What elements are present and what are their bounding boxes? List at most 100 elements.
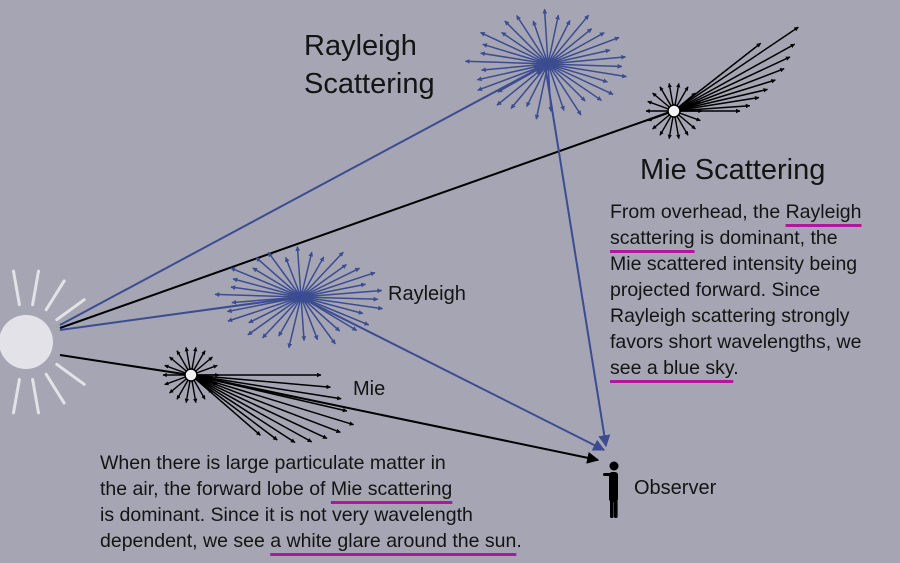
rayleigh-ray xyxy=(300,267,361,298)
rayleigh-ray xyxy=(255,256,302,298)
rayleigh-ray xyxy=(547,63,554,112)
mie-low-to-observer xyxy=(189,374,600,464)
rayleigh-ray xyxy=(547,28,593,65)
rayleigh-ray xyxy=(547,63,627,79)
blue-sky-underlined: see a blue sky xyxy=(610,357,734,379)
mie-scatter-pattern-overhead xyxy=(645,26,799,139)
rayleigh-ray xyxy=(496,63,549,106)
white-glare-underlined: a white glare around the sun xyxy=(270,530,517,552)
rayleigh-ray xyxy=(300,296,384,311)
rayleigh-ray xyxy=(547,48,611,65)
rayleigh-ray xyxy=(226,296,302,314)
rayleigh-label: Rayleigh xyxy=(388,283,466,305)
mie-ray-forward xyxy=(673,88,768,112)
sun-ray xyxy=(55,362,86,386)
rayleigh-title-line2: Scattering xyxy=(304,68,435,100)
rayleigh-ray xyxy=(295,246,302,298)
rayleigh-ray xyxy=(300,296,370,326)
rayleigh-ray xyxy=(547,63,608,83)
rayleigh-ray xyxy=(504,20,549,65)
rayleigh-ray xyxy=(300,296,364,315)
observer-label: Observer xyxy=(634,477,717,499)
rayleigh-ray xyxy=(482,43,549,65)
rayleigh-scatter-pattern-overhead xyxy=(464,8,627,120)
rayleigh-ray xyxy=(547,54,627,65)
mie-ray-forward xyxy=(190,374,328,440)
rayleigh-ray xyxy=(480,31,549,65)
sun-to-rayleigh-overhead xyxy=(59,64,547,326)
mie-scattering-underlined: Mie scattering xyxy=(330,478,453,500)
rayleigh-ray xyxy=(232,277,302,298)
rayleigh-ray xyxy=(252,267,302,298)
rayleigh-ray xyxy=(287,296,302,349)
rayleigh-ray xyxy=(230,267,302,298)
mie-ray-forward xyxy=(190,374,313,443)
rayleigh-ray xyxy=(300,296,336,345)
rayleigh-ray xyxy=(464,58,549,65)
sun-to-mie-overhead xyxy=(59,111,671,329)
rayleigh-scatter-pattern-low xyxy=(214,246,384,349)
light-paths xyxy=(59,64,671,464)
rayleigh-ray xyxy=(547,63,623,69)
rayleigh-ray xyxy=(300,296,341,332)
rayleigh-ray xyxy=(547,63,582,116)
mie-ray-forward xyxy=(190,374,355,426)
rayleigh-ray xyxy=(481,63,549,73)
rayleigh-overhead-to-observer xyxy=(544,64,611,448)
sun-to-mie-low xyxy=(59,354,191,376)
rayleigh-ray xyxy=(547,63,614,96)
rayleigh-ray xyxy=(547,36,620,65)
rayleigh-ray xyxy=(547,31,605,65)
rayleigh-ray xyxy=(247,296,302,336)
mie-scattering-title: Mie Scattering xyxy=(640,154,826,186)
sun-ray xyxy=(55,298,86,322)
rayleigh-ray xyxy=(261,296,302,339)
rayleigh-ray xyxy=(300,256,325,298)
rayleigh-ray xyxy=(231,296,302,305)
rayleigh-ray xyxy=(480,51,549,65)
sun-to-rayleigh-low xyxy=(59,296,301,331)
mie-ray-forward xyxy=(673,103,751,112)
sun-ray xyxy=(11,377,21,415)
rayleigh-ray xyxy=(525,63,549,107)
mie-ray-forward xyxy=(190,374,331,390)
rayleigh-ray xyxy=(547,20,571,65)
rayleigh-underlined: Rayleigh xyxy=(785,201,862,223)
rayleigh-ray xyxy=(501,31,549,65)
mie-ray-forward xyxy=(190,374,261,436)
rayleigh-ray xyxy=(542,8,549,65)
rayleigh-ray xyxy=(300,271,376,298)
rayleigh-ray xyxy=(516,15,549,65)
mie-ray-forward xyxy=(673,26,799,112)
lowangle-explanation: When there is large particulate matter i… xyxy=(100,452,522,552)
rayleigh-ray xyxy=(547,14,590,65)
rayleigh-ray xyxy=(300,282,367,298)
mie-ray-forward xyxy=(190,374,341,434)
rayleigh-ray xyxy=(284,256,302,298)
rayleigh-scattering-title: Rayleigh Scattering xyxy=(304,27,435,103)
rayleigh-ray xyxy=(510,63,549,109)
rayleigh-ray xyxy=(300,296,307,342)
mie-ray-forward xyxy=(190,374,296,444)
mie-ray-forward xyxy=(673,95,760,112)
mie-ray-forward xyxy=(673,68,785,112)
sun-ray xyxy=(44,372,66,405)
rayleigh-ray xyxy=(230,285,302,298)
rayleigh-ray xyxy=(248,296,302,324)
mie-ray-forward xyxy=(673,56,791,112)
mie-ray-forward xyxy=(190,374,348,413)
rayleigh-ray xyxy=(300,251,314,298)
scattering-underlined: scattering xyxy=(610,227,695,249)
rayleigh-ray xyxy=(476,63,549,82)
rayleigh-ray xyxy=(267,251,302,298)
rayleigh-ray xyxy=(547,63,602,102)
rayleigh-ray xyxy=(532,20,549,65)
mie-ray-forward xyxy=(673,42,762,112)
sun-ray xyxy=(11,269,21,307)
rayleigh-ray xyxy=(300,288,383,298)
rayleigh-ray xyxy=(300,296,319,341)
rayleigh-ray xyxy=(547,63,565,111)
mie-ray-forward xyxy=(190,374,342,401)
